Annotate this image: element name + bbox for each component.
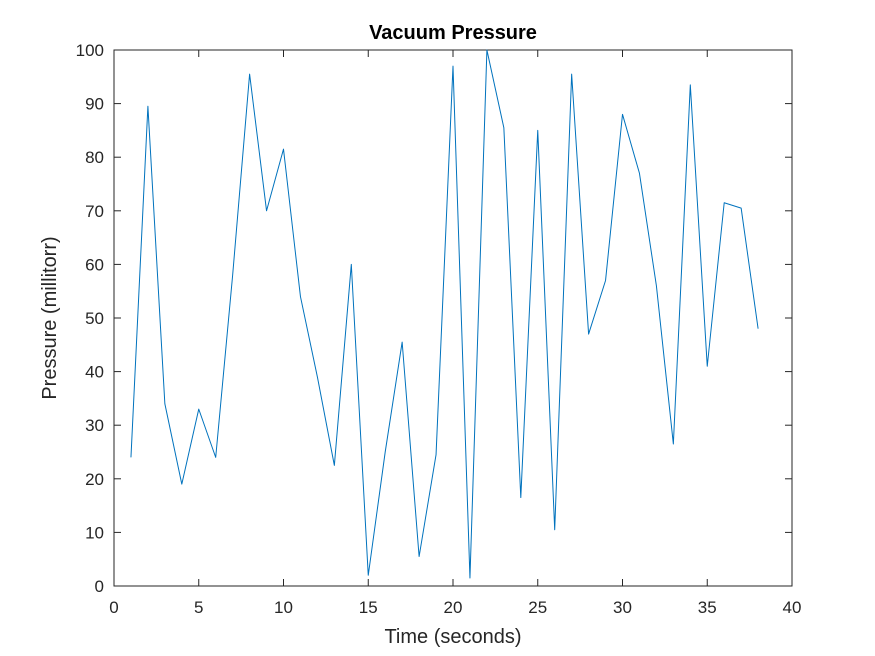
data-point [232,275,233,276]
y-tick-label: 60 [85,255,104,274]
chart-title: Vacuum Pressure [369,22,537,44]
y-tick-label: 90 [85,95,104,114]
data-point [351,264,352,265]
x-tick-label: 30 [613,598,632,617]
y-tick-label: 70 [85,202,104,221]
data-point [673,443,674,444]
data-point [503,127,504,128]
y-tick-label: 80 [85,148,104,167]
data-point [537,130,538,131]
data-point [656,285,657,286]
data-point [486,50,487,51]
y-axis-label: Pressure (millitorr) [39,236,61,399]
data-point [198,409,199,410]
x-tick-label: 15 [359,598,378,617]
data-point [453,66,454,67]
x-tick-label: 0 [109,598,118,617]
x-axis-label: Time (seconds) [384,626,521,648]
data-point [622,114,623,115]
data-point [588,334,589,335]
y-tick-label: 0 [95,577,104,596]
data-point [758,328,759,329]
y-tick-label: 100 [76,41,104,60]
x-tick-label: 10 [274,598,293,617]
x-axis: 0 5 10 15 20 25 30 35 40 [109,50,801,617]
x-tick-label: 25 [528,598,547,617]
data-point [571,74,572,75]
data-point [639,173,640,174]
data-point [690,84,691,85]
data-point [317,376,318,377]
data-point [385,452,386,453]
data-point [164,403,165,404]
x-tick-label: 35 [698,598,717,617]
plot-area [113,49,793,587]
data-point [181,484,182,485]
data-point [707,366,708,367]
data-point [147,106,148,107]
y-tick-label: 30 [85,416,104,435]
data-point [300,296,301,297]
x-tick-label: 20 [444,598,463,617]
data-point [469,577,470,578]
series-layer [130,49,759,579]
data-point [249,74,250,75]
data-point [266,210,267,211]
x-tick-label: 5 [194,598,203,617]
data-point [368,575,369,576]
y-tick-label: 10 [85,523,104,542]
data-point [724,202,725,203]
y-tick-label: 40 [85,363,104,382]
data-point [130,457,131,458]
data-point [334,465,335,466]
data-point [554,529,555,530]
data-point [436,454,437,455]
data-point [605,280,606,281]
x-tick-label: 40 [783,598,802,617]
data-point [419,556,420,557]
data-point [215,457,216,458]
y-tick-label: 20 [85,470,104,489]
data-point [402,342,403,343]
data-point [520,497,521,498]
y-axis: 0 10 20 30 40 50 60 70 80 90 100 [76,41,792,596]
y-tick-label: 50 [85,309,104,328]
data-point [283,149,284,150]
series-line-pressure [130,49,759,579]
data-point [741,208,742,209]
